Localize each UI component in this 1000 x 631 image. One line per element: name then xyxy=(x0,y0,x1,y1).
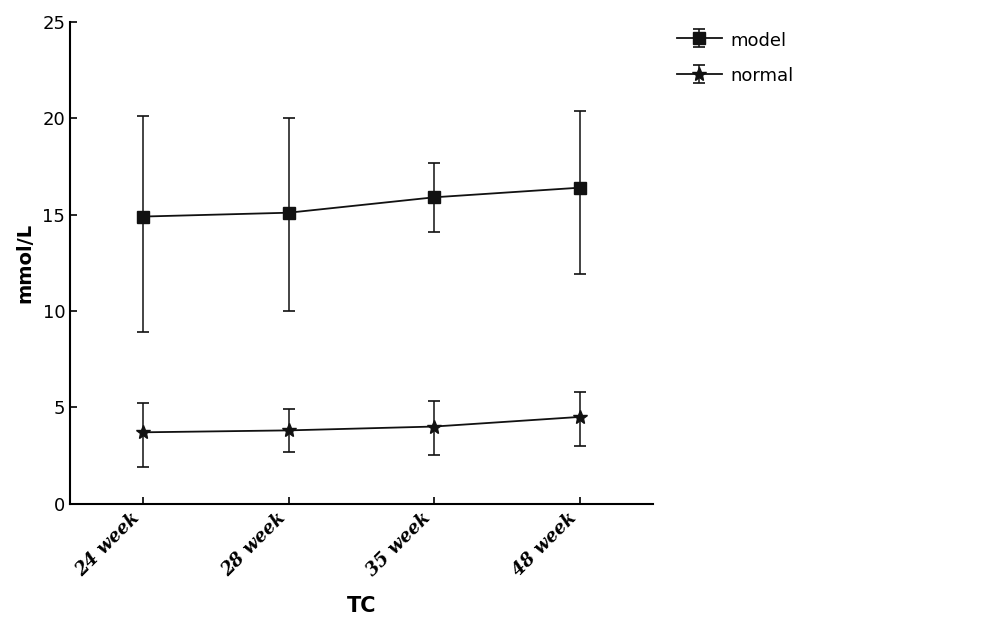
Y-axis label: mmol/L: mmol/L xyxy=(15,223,34,303)
X-axis label: TC: TC xyxy=(347,596,376,616)
Legend: model, normal: model, normal xyxy=(668,21,803,95)
